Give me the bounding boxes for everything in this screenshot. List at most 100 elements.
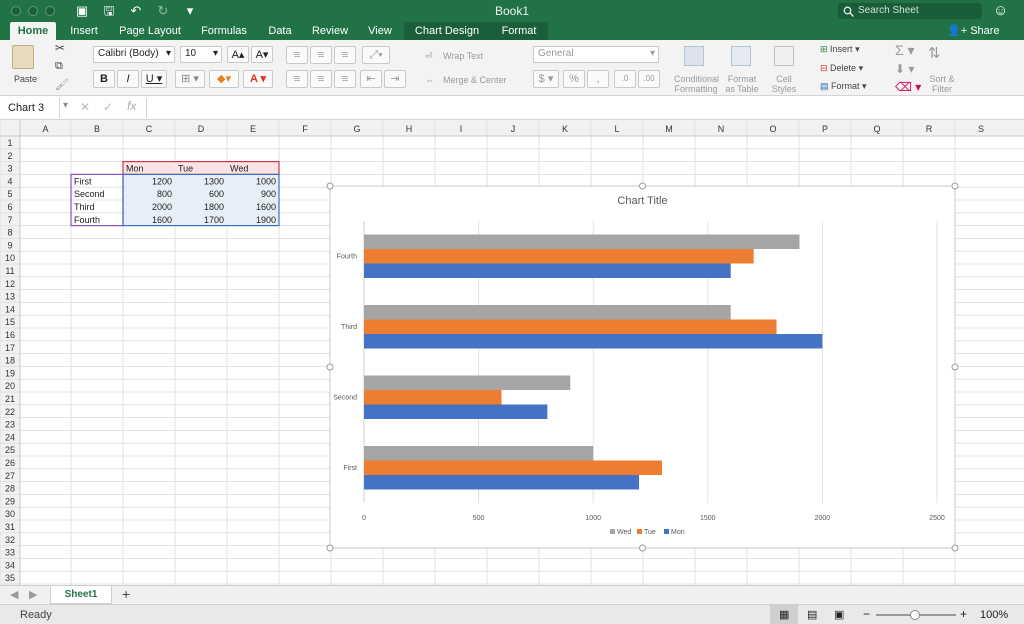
row-header-23[interactable]: 23 bbox=[5, 420, 15, 430]
name-box-chevron-icon[interactable]: ▾ bbox=[63, 100, 69, 111]
redo-icon[interactable]: ↻ bbox=[157, 3, 169, 18]
row-header-26[interactable]: 26 bbox=[5, 458, 15, 468]
autosum-icon[interactable]: Σ ▾ bbox=[895, 42, 915, 58]
cut-icon[interactable]: ✂ bbox=[55, 41, 66, 55]
table-row-label[interactable]: First bbox=[74, 176, 92, 186]
row-header-35[interactable]: 35 bbox=[5, 573, 15, 583]
cancel-entry-icon[interactable]: ✕ bbox=[80, 100, 91, 114]
row-header-5[interactable]: 5 bbox=[7, 189, 12, 199]
delete-cells-button[interactable]: ⊟ Delete ▾ bbox=[820, 63, 864, 73]
share-button[interactable]: 👤+ Share bbox=[947, 22, 1000, 40]
save-icon[interactable]: 🖫 bbox=[103, 3, 115, 18]
zoom-out-button[interactable]: − bbox=[863, 607, 871, 621]
conditional-formatting-icon[interactable] bbox=[684, 46, 704, 66]
cell-styles-icon[interactable] bbox=[774, 46, 794, 66]
table-cell[interactable]: 1600 bbox=[256, 202, 276, 212]
row-header-2[interactable]: 2 bbox=[7, 151, 12, 161]
row-header-28[interactable]: 28 bbox=[5, 484, 15, 494]
undo-icon[interactable]: ↶ bbox=[130, 3, 142, 18]
column-header-e[interactable]: E bbox=[250, 124, 256, 134]
table-cell[interactable]: 1000 bbox=[256, 176, 276, 186]
percent-icon[interactable]: % bbox=[563, 70, 585, 88]
row-header-3[interactable]: 3 bbox=[7, 164, 12, 174]
row-header-22[interactable]: 22 bbox=[5, 407, 15, 417]
tab-home[interactable]: Home bbox=[10, 22, 56, 40]
bold-button[interactable]: B bbox=[93, 70, 115, 88]
row-header-14[interactable]: 14 bbox=[5, 304, 15, 314]
format-cells-button[interactable]: ▤ Format ▾ bbox=[820, 81, 867, 91]
row-header-17[interactable]: 17 bbox=[5, 343, 15, 353]
row-header-34[interactable]: 34 bbox=[5, 560, 15, 570]
column-header-b[interactable]: B bbox=[94, 124, 100, 134]
column-header-c[interactable]: C bbox=[146, 124, 153, 134]
chart-title[interactable]: Chart Title bbox=[617, 195, 667, 207]
row-header-24[interactable]: 24 bbox=[5, 432, 15, 442]
align-middle-icon[interactable]: ≡ bbox=[310, 46, 332, 64]
wrap-text-button[interactable]: Wrap Text bbox=[443, 51, 484, 61]
row-header-21[interactable]: 21 bbox=[5, 394, 15, 404]
close-window-button[interactable] bbox=[11, 6, 21, 16]
row-header-15[interactable]: 15 bbox=[5, 317, 15, 327]
tab-insert[interactable]: Insert bbox=[70, 25, 98, 37]
row-header-6[interactable]: 6 bbox=[7, 202, 12, 212]
row-header-20[interactable]: 20 bbox=[5, 381, 15, 391]
merge-center-button[interactable]: Merge & Center bbox=[443, 75, 507, 85]
add-sheet-button[interactable]: + bbox=[122, 586, 131, 602]
column-header-m[interactable]: M bbox=[665, 124, 673, 134]
increase-decimal-icon[interactable]: .0 bbox=[614, 70, 636, 88]
tab-page-layout[interactable]: Page Layout bbox=[119, 25, 181, 37]
sheet-canvas[interactable]: A B C D E F G H I J K L M N O P Q R S123456789101112131415… bbox=[0, 120, 1024, 585]
format-as-table-button[interactable]: Format as Table bbox=[722, 74, 762, 94]
table-cell[interactable]: 1300 bbox=[204, 176, 224, 186]
format-as-table-icon[interactable] bbox=[731, 46, 751, 66]
bar-mon-fourth[interactable] bbox=[364, 263, 731, 279]
chart-resize-handle[interactable] bbox=[951, 544, 959, 552]
chart-resize-handle[interactable] bbox=[951, 363, 959, 371]
chart-resize-handle[interactable] bbox=[951, 182, 959, 190]
table-cell[interactable]: 2000 bbox=[152, 202, 172, 212]
column-header-p[interactable]: P bbox=[822, 124, 828, 134]
bar-wed-third[interactable] bbox=[364, 305, 731, 320]
tab-chart-design[interactable]: Chart Design bbox=[404, 22, 490, 40]
zoom-level[interactable]: 100% bbox=[980, 609, 1009, 621]
orientation-icon[interactable]: ⤢▾ bbox=[362, 46, 390, 64]
row-header-9[interactable]: 9 bbox=[7, 240, 12, 250]
row-header-29[interactable]: 29 bbox=[5, 496, 15, 506]
row-header-7[interactable]: 7 bbox=[7, 215, 12, 225]
legend-label-mon[interactable]: Mon bbox=[671, 529, 685, 536]
increase-font-icon[interactable]: A▴ bbox=[227, 46, 249, 63]
table-row-label[interactable]: Fourth bbox=[74, 215, 100, 225]
column-header-h[interactable]: H bbox=[406, 124, 413, 134]
column-header-l[interactable]: L bbox=[614, 124, 619, 134]
row-header-18[interactable]: 18 bbox=[5, 356, 15, 366]
column-header-i[interactable]: I bbox=[460, 124, 463, 134]
table-cell[interactable]: 1900 bbox=[256, 215, 276, 225]
sort-filter-button[interactable]: Sort & Filter bbox=[922, 74, 962, 94]
column-header-q[interactable]: Q bbox=[873, 124, 880, 134]
bar-tue-third[interactable] bbox=[364, 319, 777, 335]
table-cell[interactable]: 1700 bbox=[204, 215, 224, 225]
table-row-label[interactable]: Second bbox=[74, 189, 105, 199]
align-left-icon[interactable]: ≡ bbox=[286, 70, 308, 88]
bar-tue-fourth[interactable] bbox=[364, 249, 754, 264]
zoom-window-button[interactable] bbox=[45, 6, 55, 16]
column-header-r[interactable]: R bbox=[926, 124, 933, 134]
row-header-30[interactable]: 30 bbox=[5, 509, 15, 519]
chart-resize-handle[interactable] bbox=[326, 363, 334, 371]
search-field[interactable]: Search Sheet bbox=[838, 3, 982, 19]
comma-icon[interactable]: , bbox=[587, 70, 609, 88]
prev-sheet-icon[interactable]: ◀ bbox=[10, 589, 19, 601]
row-header-27[interactable]: 27 bbox=[5, 471, 15, 481]
font-size-select[interactable]: 10 ▾ bbox=[180, 46, 222, 63]
name-box[interactable]: Chart 3 bbox=[0, 98, 60, 118]
row-header-8[interactable]: 8 bbox=[7, 228, 12, 238]
normal-view-icon[interactable] bbox=[770, 605, 798, 624]
table-cell[interactable]: 1600 bbox=[152, 215, 172, 225]
column-header-g[interactable]: G bbox=[353, 124, 360, 134]
chart-resize-handle[interactable] bbox=[326, 544, 334, 552]
underline-button[interactable]: U ▾ bbox=[141, 70, 167, 88]
tab-view[interactable]: View bbox=[368, 25, 392, 37]
column-header-s[interactable]: S bbox=[978, 124, 984, 134]
table-header-cell[interactable]: Tue bbox=[178, 164, 193, 174]
confirm-entry-icon[interactable]: ✓ bbox=[103, 100, 114, 114]
